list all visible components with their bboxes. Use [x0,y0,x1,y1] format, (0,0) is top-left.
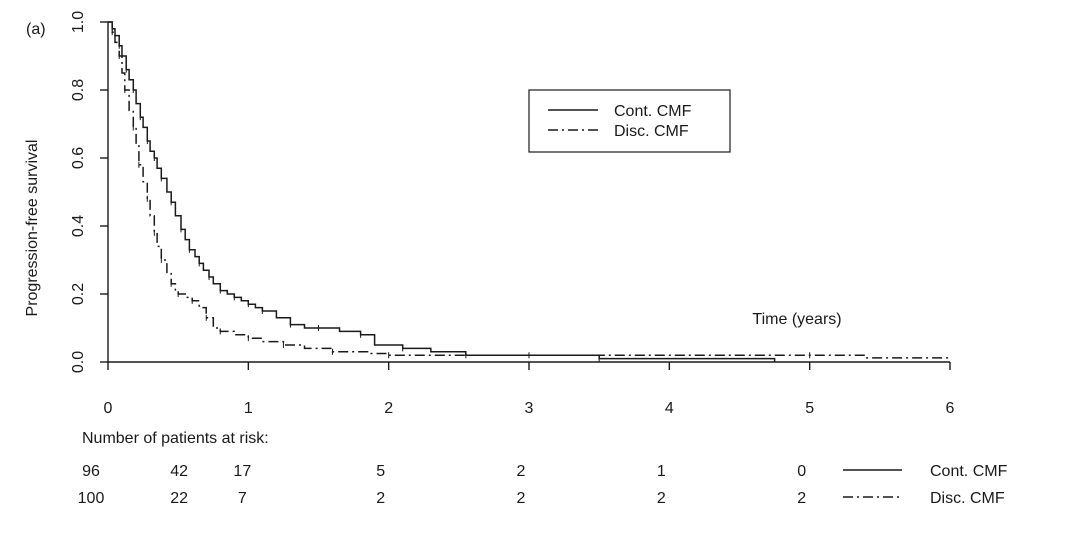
x-axis-label: Time (years) [752,311,841,328]
risk-legend-label: Disc. CMF [930,490,1005,507]
risk-count: 100 [78,490,105,507]
x-tick-label: 2 [384,400,393,417]
x-tick-label: 3 [525,400,534,417]
risk-count: 17 [233,463,251,480]
y-tick-label: 0.8 [70,79,87,101]
panel-label: (a) [26,21,46,38]
risk-table-title: Number of patients at risk: [82,430,269,447]
axes: 0 1 2 3 4 5 6 0.0 0.2 0.4 0.6 0.8 1.0 [70,11,955,417]
curve-disc-cmf [108,21,951,359]
y-axis-label: Progression-free survival [24,140,41,317]
y-tick-label: 0.6 [70,147,87,169]
x-tick-label: 0 [104,400,113,417]
risk-count: 2 [517,463,526,480]
y-tick-label: 0.0 [70,351,87,373]
curve-cont-cmf [108,21,776,362]
risk-count: 96 [82,463,100,480]
y-tick-label: 0.2 [70,283,87,305]
risk-count: 0 [797,463,806,480]
risk-legend-label: Cont. CMF [930,463,1008,480]
x-tick-label: 4 [665,400,674,417]
legend-label-disc: Disc. CMF [614,123,689,140]
y-tick-label: 1.0 [70,11,87,33]
risk-count: 22 [170,490,188,507]
risk-count: 42 [170,463,188,480]
legend-box [528,89,731,153]
x-tick-label: 6 [946,400,955,417]
legend-label-cont: Cont. CMF [614,103,692,120]
x-tick-label: 5 [805,400,814,417]
curves [108,21,951,362]
risk-count: 2 [797,490,806,507]
risk-count: 7 [238,490,247,507]
risk-count: 2 [517,490,526,507]
risk-count: 1 [657,463,666,480]
x-tick-label: 1 [244,400,253,417]
legend: Cont. CMF Disc. CMF [528,89,731,153]
y-tick-label: 0.4 [70,215,87,237]
risk-count: 2 [657,490,666,507]
risk-count: 2 [376,490,385,507]
risk-count: 5 [376,463,385,480]
